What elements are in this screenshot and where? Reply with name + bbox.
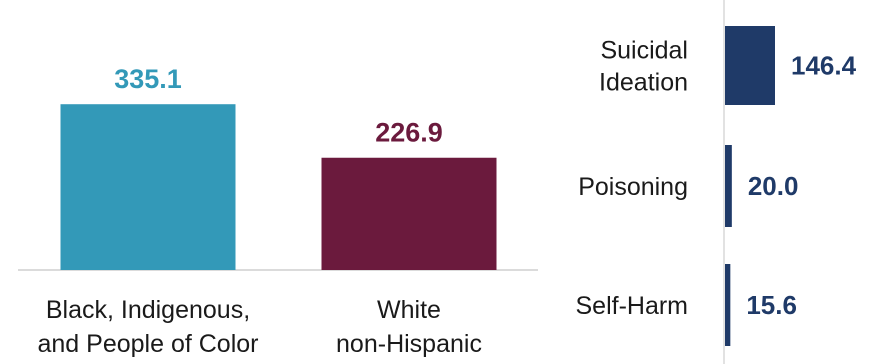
hbar-category-label-3-line-1: Self-Harm (575, 292, 688, 320)
hbar-3 (725, 264, 731, 346)
right-bar-chart: 146.4 Suicidal Ideation 20.0 Poisoning 15.6 Se… (575, 0, 857, 364)
hbar-data-label-3: 15.6 (746, 290, 797, 320)
category-label-2-line-2: non-Hispanic (336, 330, 482, 358)
bar-1 (60, 104, 236, 270)
category-label-1-line-1: Black, Indigenous, (46, 296, 250, 324)
category-label-1-line-2: and People of Color (38, 330, 259, 358)
hbar-2 (725, 145, 732, 227)
hbar-data-label-2: 20.0 (748, 171, 799, 201)
hbar-data-label-1: 146.4 (791, 51, 857, 81)
data-label-2: 226.9 (375, 118, 443, 148)
data-label-1: 335.1 (114, 64, 182, 94)
hbar-category-label-1-line-2: Ideation (599, 69, 688, 97)
bar-2 (321, 157, 497, 270)
category-label-2-line-1: White (377, 296, 441, 324)
hbar-category-label-2-line-1: Poisoning (578, 173, 688, 201)
hbar-category-label-1-line-1: Suicidal (600, 37, 688, 65)
left-bar-chart: 335.1 Black, Indigenous, and People of Col… (18, 64, 538, 358)
hbar-1 (725, 26, 775, 105)
